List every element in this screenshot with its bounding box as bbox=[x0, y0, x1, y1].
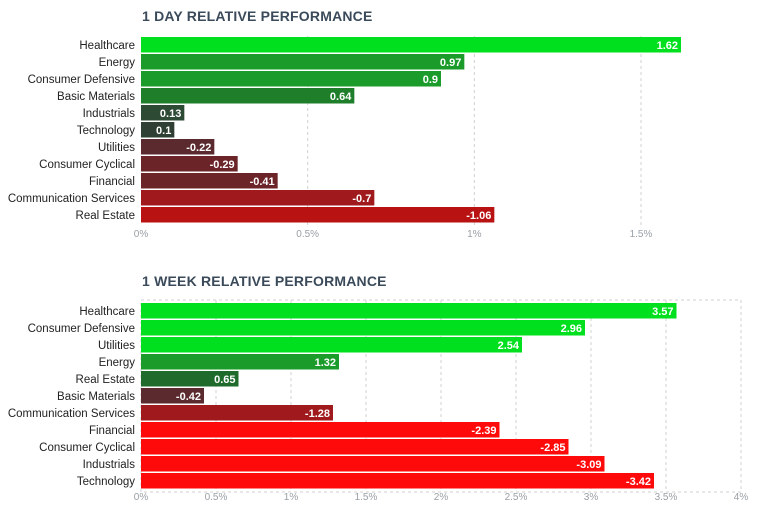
bar bbox=[141, 105, 185, 121]
bar bbox=[141, 354, 339, 370]
bar bbox=[141, 388, 204, 404]
category-label: Financial bbox=[89, 425, 135, 437]
category-label: Consumer Cyclical bbox=[39, 442, 135, 454]
data-label: 1.32 bbox=[315, 357, 336, 369]
category-label: Utilities bbox=[98, 340, 135, 352]
category-label: Financial bbox=[89, 176, 135, 188]
category-label: Utilities bbox=[98, 142, 135, 154]
bar bbox=[141, 71, 441, 87]
data-label: -0.42 bbox=[176, 391, 201, 403]
data-label: 2.96 bbox=[561, 323, 582, 335]
bar bbox=[141, 190, 375, 206]
x-tick-label: 3% bbox=[584, 492, 599, 503]
category-label: Basic Materials bbox=[57, 391, 135, 403]
data-label: 3.57 bbox=[652, 306, 673, 318]
data-label: 0.9 bbox=[423, 74, 438, 86]
category-label: Industrials bbox=[83, 108, 136, 120]
data-label: 0.13 bbox=[160, 108, 181, 120]
data-label: -1.06 bbox=[466, 210, 491, 222]
x-tick-label: 3.5% bbox=[655, 492, 678, 503]
x-tick-label: 0.5% bbox=[296, 229, 319, 240]
category-label: Energy bbox=[99, 357, 136, 369]
data-label: -0.22 bbox=[186, 142, 211, 154]
data-label: -3.42 bbox=[626, 476, 651, 488]
category-label: Industrials bbox=[83, 459, 136, 471]
category-label: Consumer Defensive bbox=[28, 323, 135, 335]
category-label: Technology bbox=[77, 476, 135, 488]
chart-title-1day: 1 DAY RELATIVE PERFORMANCE bbox=[142, 8, 373, 24]
data-label: 2.54 bbox=[498, 340, 520, 352]
x-tick-label: 0% bbox=[134, 229, 149, 240]
data-label: 1.62 bbox=[657, 40, 678, 52]
x-tick-label: 2.5% bbox=[505, 492, 528, 503]
bar bbox=[141, 139, 215, 155]
category-label: Basic Materials bbox=[57, 91, 135, 103]
bar bbox=[141, 439, 569, 455]
chart-1day: 0% 0.5% 1% 1.5% Healthcare 1.62 Energy 0.97 Cons… bbox=[8, 36, 681, 240]
data-label: 0.97 bbox=[440, 57, 461, 69]
category-label: Consumer Cyclical bbox=[39, 159, 135, 171]
category-label: Consumer Defensive bbox=[28, 74, 135, 86]
bar bbox=[141, 422, 500, 438]
category-label: Real Estate bbox=[76, 374, 135, 386]
data-label: -0.7 bbox=[352, 193, 371, 205]
bar bbox=[141, 54, 465, 70]
chart-title-1week: 1 WEEK RELATIVE PERFORMANCE bbox=[142, 273, 387, 289]
category-label: Communication Services bbox=[8, 408, 135, 420]
x-tick-label: 1% bbox=[467, 229, 482, 240]
data-label: 0.64 bbox=[330, 91, 352, 103]
category-label: Technology bbox=[77, 125, 135, 137]
bar bbox=[141, 371, 239, 387]
bar bbox=[141, 337, 522, 353]
bar bbox=[141, 303, 677, 319]
data-label: -2.85 bbox=[540, 442, 565, 454]
data-label: 0.1 bbox=[156, 125, 171, 137]
data-label: -3.09 bbox=[576, 459, 601, 471]
bar bbox=[141, 405, 333, 421]
category-label: Healthcare bbox=[79, 40, 135, 52]
x-tick-label: 1% bbox=[284, 492, 299, 503]
bar bbox=[141, 207, 495, 223]
x-tick-label: 2% bbox=[434, 492, 449, 503]
bar bbox=[141, 320, 585, 336]
bar bbox=[141, 473, 654, 489]
x-tick-label: 1.5% bbox=[630, 229, 653, 240]
category-label: Healthcare bbox=[79, 306, 135, 318]
data-label: -0.29 bbox=[210, 159, 235, 171]
x-tick-label: 0% bbox=[134, 492, 149, 503]
category-label: Communication Services bbox=[8, 193, 135, 205]
bar bbox=[141, 88, 355, 104]
data-label: 0.65 bbox=[214, 374, 235, 386]
category-label: Real Estate bbox=[76, 210, 135, 222]
category-label: Energy bbox=[99, 57, 136, 69]
bar bbox=[141, 456, 605, 472]
bar bbox=[141, 173, 278, 189]
data-label: -1.28 bbox=[305, 408, 330, 420]
bar bbox=[141, 156, 238, 172]
x-tick-label: 0.5% bbox=[205, 492, 228, 503]
x-tick-label: 1.5% bbox=[355, 492, 378, 503]
data-label: -0.41 bbox=[250, 176, 275, 188]
bar bbox=[141, 122, 175, 138]
bar bbox=[141, 37, 681, 53]
data-label: -2.39 bbox=[471, 425, 496, 437]
x-tick-label: 4% bbox=[734, 492, 749, 503]
